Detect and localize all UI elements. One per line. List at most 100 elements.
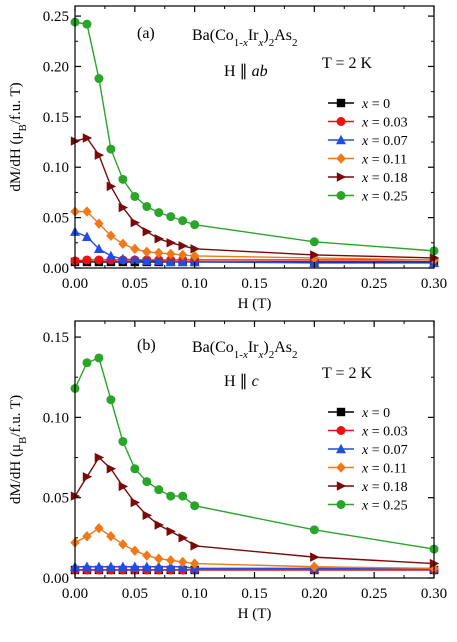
compound-formula: Ba(Co1-xIrx)2As2 <box>192 339 298 361</box>
legend-entry-1: x = 0.03 <box>361 425 408 440</box>
data-point-1-2 <box>94 255 104 265</box>
y-tick-label: 0.00 <box>43 571 69 587</box>
data-point-2-9 <box>177 256 188 267</box>
data-point-4-1 <box>82 133 93 143</box>
data-point-3-3 <box>106 230 116 241</box>
legend-entry-4: x = 0.18 <box>361 171 408 186</box>
data-point-3-9 <box>178 249 188 261</box>
data-point-3-11 <box>309 561 320 572</box>
x-tick-label: 0.20 <box>301 276 327 292</box>
legend-marker <box>336 462 346 473</box>
data-point-4-6 <box>142 227 152 237</box>
y-tick-label: 0.05 <box>43 211 69 227</box>
legend-entry-5: x = 0.25 <box>361 190 408 205</box>
legend-marker <box>336 426 346 435</box>
field-direction: H ∥ c <box>224 373 259 390</box>
data-point-2-2 <box>93 561 104 571</box>
x-tick-label: 0.00 <box>62 586 88 602</box>
legend-entry-0: x = 0 <box>361 97 390 112</box>
x-tick-label: 0.30 <box>421 276 447 292</box>
data-point-3-6 <box>142 246 152 258</box>
data-point-2-2 <box>93 243 104 254</box>
y-tick-label: 0.20 <box>43 59 69 75</box>
y-tick-label: 0.15 <box>43 110 69 126</box>
data-point-2-7 <box>153 255 164 266</box>
data-point-4-7 <box>154 520 164 530</box>
legend-marker <box>336 98 346 108</box>
data-point-4-4 <box>118 202 129 213</box>
y-tick-label: 0.25 <box>43 9 69 25</box>
data-point-4-8 <box>166 526 176 537</box>
data-point-3-1 <box>82 206 92 217</box>
temperature-label: T = 2 K <box>322 365 373 382</box>
data-point-4-3 <box>106 181 117 192</box>
data-point-3-1 <box>82 531 92 542</box>
data-point-5-5 <box>130 464 140 474</box>
data-point-2-6 <box>141 255 152 266</box>
data-point-5-6 <box>142 202 152 212</box>
data-point-2-8 <box>165 256 176 267</box>
data-point-2-3 <box>105 561 116 571</box>
field-direction: H ∥ ab <box>224 63 268 80</box>
legend-marker <box>336 172 347 182</box>
x-tick-label: 0.25 <box>361 276 387 292</box>
data-point-5-6 <box>142 477 152 487</box>
x-tick-label: 0.20 <box>301 586 327 602</box>
legend-entry-0: x = 0 <box>361 406 390 421</box>
panel-label: (a) <box>137 25 155 42</box>
y-tick-label: 0.05 <box>43 491 69 507</box>
data-point-3-4 <box>118 539 128 550</box>
data-point-5-4 <box>118 174 128 184</box>
y-axis-title: dM/dH (μB/f.u. T) <box>8 82 29 191</box>
data-point-4-10 <box>190 541 200 551</box>
legend-entry-3: x = 0.11 <box>361 153 407 168</box>
data-point-3-10 <box>189 558 200 569</box>
data-point-4-7 <box>154 234 164 244</box>
data-point-3-5 <box>130 243 140 255</box>
data-point-5-7 <box>154 208 164 218</box>
data-point-3-2 <box>94 218 104 229</box>
x-tick-label: 0.05 <box>122 586 148 602</box>
data-point-2-6 <box>141 561 152 571</box>
y-tick-label: 0.15 <box>43 330 69 346</box>
data-point-4-2 <box>94 452 105 463</box>
data-point-5-8 <box>166 212 176 222</box>
data-point-3-5 <box>130 545 140 556</box>
data-point-4-5 <box>130 497 141 508</box>
data-point-4-1 <box>82 472 93 482</box>
x-tick-label: 0.15 <box>241 586 267 602</box>
data-point-4-11 <box>310 250 320 260</box>
data-point-5-4 <box>118 436 128 446</box>
data-point-4-9 <box>178 241 188 251</box>
data-point-2-5 <box>129 561 140 571</box>
panel-b: 0.00 0.05 0.10 0.15 0.20 0.25 0.30 0.00 0.05 0.10… <box>8 320 447 622</box>
temperature-label: T = 2 K <box>322 55 373 72</box>
data-point-3-6 <box>142 550 152 561</box>
x-tick-label: 0.25 <box>361 586 387 602</box>
data-point-4-2 <box>94 150 105 160</box>
y-tick-label: 0.10 <box>43 410 69 426</box>
legend-marker <box>336 134 346 145</box>
data-point-3-8 <box>166 555 176 566</box>
data-point-5-5 <box>130 191 140 201</box>
data-point-5-9 <box>178 491 188 501</box>
y-axis-title: dM/dH (μB/f.u. T) <box>8 395 29 504</box>
panel-label: (b) <box>137 337 156 354</box>
legend-marker <box>336 191 346 200</box>
data-point-5-11 <box>309 525 319 535</box>
legend-entry-4: x = 0.18 <box>361 480 408 495</box>
data-point-2-10 <box>189 256 200 267</box>
legend-entry-5: x = 0.25 <box>361 499 408 514</box>
data-point-4-11 <box>310 552 320 562</box>
data-point-3-7 <box>154 553 164 564</box>
data-point-3-3 <box>106 531 116 542</box>
data-point-4-3 <box>106 464 117 474</box>
data-point-2-7 <box>153 561 164 571</box>
legend-marker <box>336 117 346 126</box>
data-point-5-7 <box>154 485 164 495</box>
data-point-3-10 <box>189 250 200 262</box>
legend-marker <box>336 481 347 491</box>
data-point-5-9 <box>178 216 188 226</box>
data-point-5-8 <box>166 491 176 501</box>
